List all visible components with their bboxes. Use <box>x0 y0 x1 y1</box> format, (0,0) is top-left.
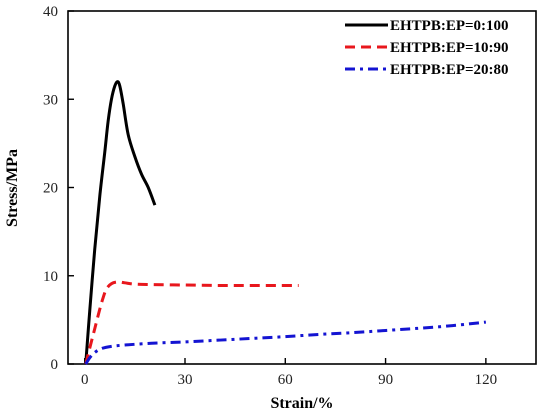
y-tick-label: 40 <box>43 4 58 20</box>
axis-ticks: 0 30 60 90 120 0 10 20 30 40 <box>43 4 497 388</box>
series-line-3 <box>84 320 487 365</box>
x-tick-label: 120 <box>475 372 498 388</box>
x-tick-label: 30 <box>178 372 193 388</box>
series-line-1 <box>84 80 157 365</box>
y-tick-label: 20 <box>43 181 58 197</box>
x-tick-label: 60 <box>278 372 293 388</box>
series-line-2 <box>84 280 299 365</box>
y-tick-label: 0 <box>51 357 59 373</box>
x-tick-label: 0 <box>81 372 89 388</box>
series-layer <box>84 80 487 365</box>
x-axis-label: Strain/% <box>270 395 333 412</box>
y-tick-label: 30 <box>43 92 58 108</box>
legend: EHTPB:EP=0:100 EHTPB:EP=10:90 EHTPB:EP=20:… <box>345 18 509 78</box>
legend-label-3: EHTPB:EP=20:80 <box>390 62 509 78</box>
y-tick-label: 10 <box>43 269 58 285</box>
x-tick-label: 90 <box>378 372 393 388</box>
legend-label-1: EHTPB:EP=0:100 <box>390 18 509 34</box>
y-axis-label: Stress/MPa <box>4 149 21 227</box>
legend-label-2: EHTPB:EP=10:90 <box>390 40 509 56</box>
